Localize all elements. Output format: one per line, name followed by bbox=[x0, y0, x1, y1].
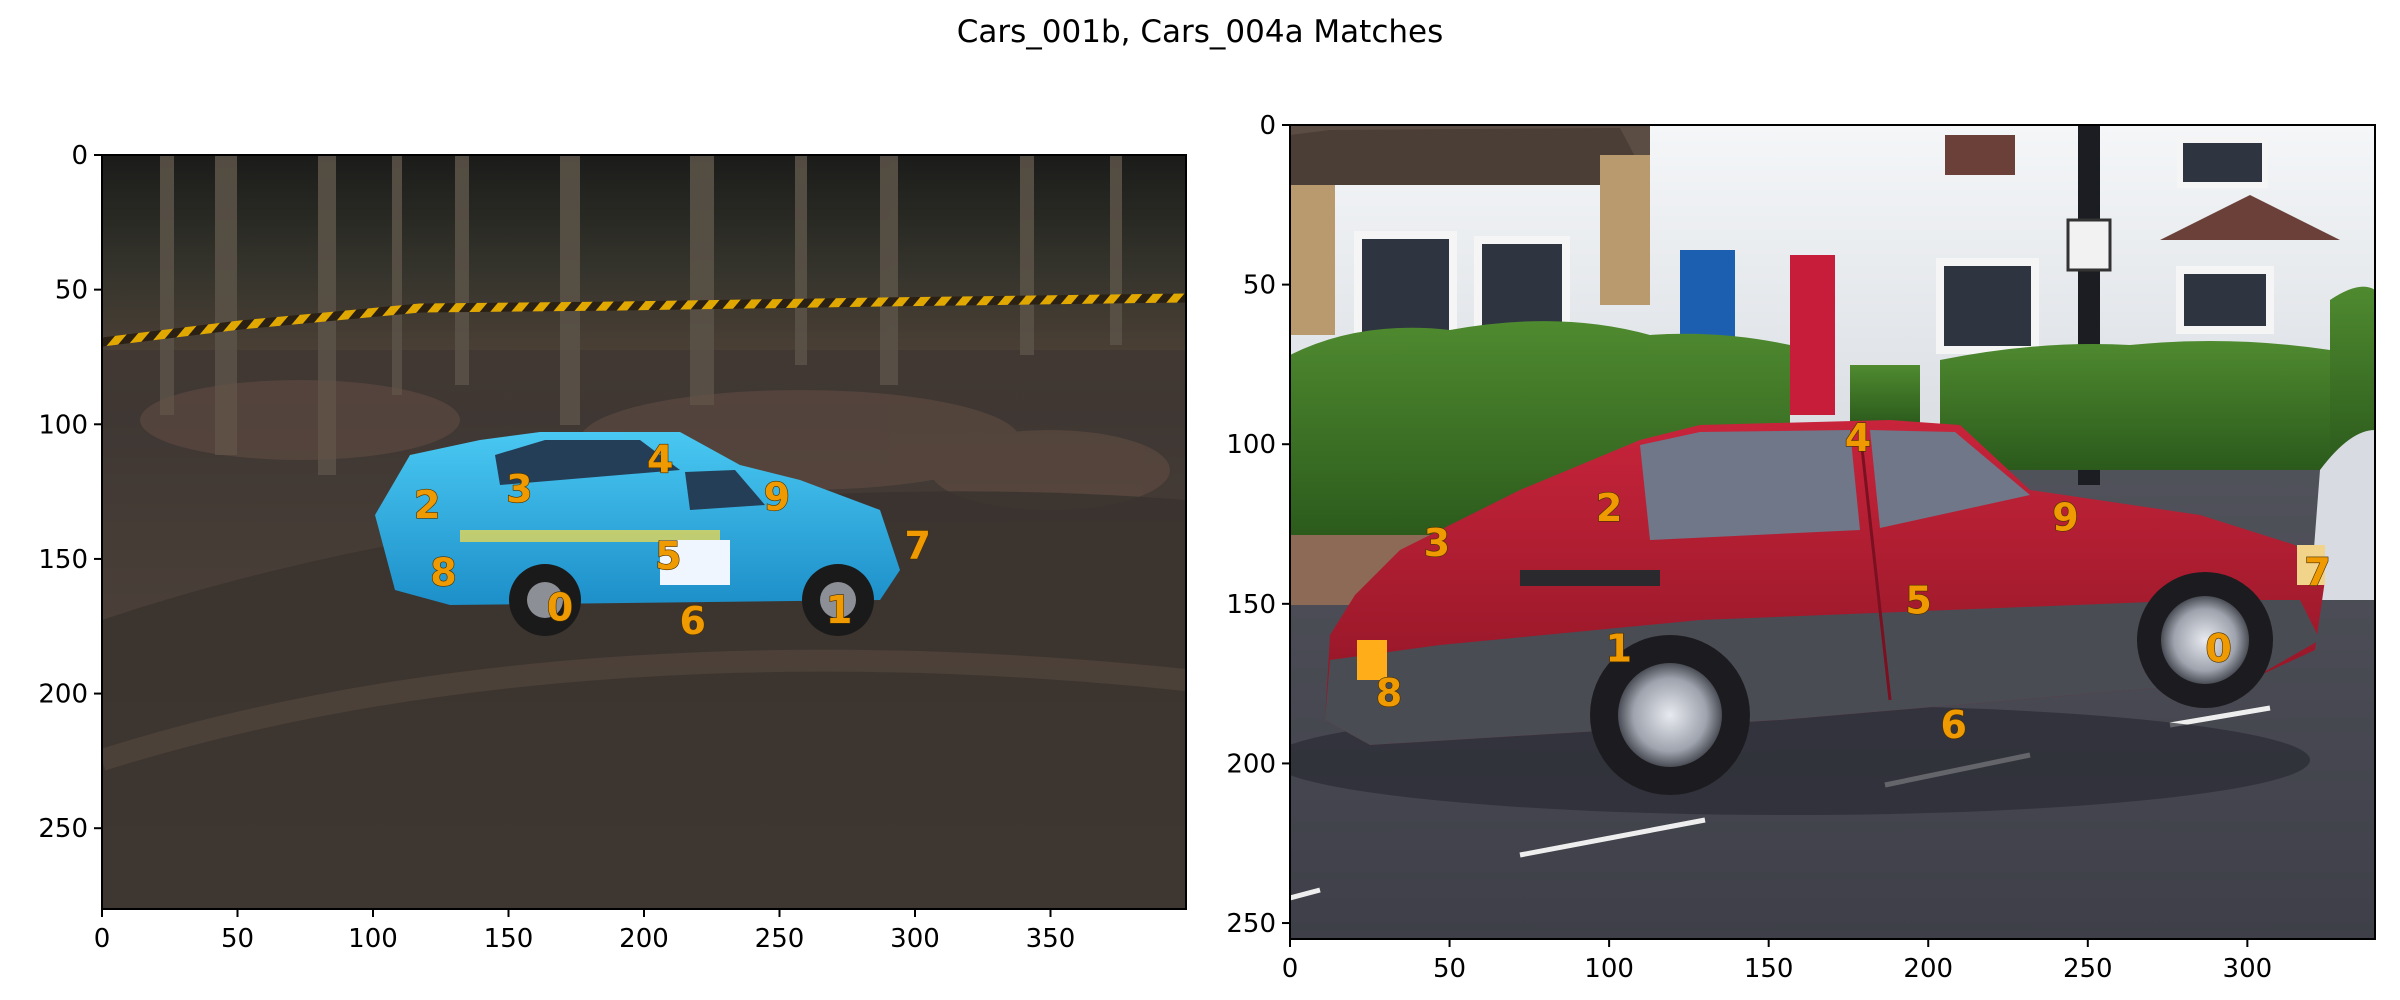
keypoint-label: 7 bbox=[904, 523, 930, 567]
y-tick-label: 200 bbox=[1226, 749, 1276, 779]
x-tick-label: 250 bbox=[2063, 954, 2113, 984]
keypoint-label: 6 bbox=[1941, 703, 1967, 747]
keypoint-label: 6 bbox=[680, 599, 706, 643]
keypoint-label: 3 bbox=[506, 467, 532, 511]
x-tick-label: 200 bbox=[619, 924, 669, 954]
keypoint-label: 0 bbox=[547, 585, 573, 629]
right-x-axis-ticks: 0 50 100 150 200 250 300 bbox=[1282, 939, 2272, 984]
x-tick-label: 300 bbox=[890, 924, 940, 954]
red-saab-car bbox=[1325, 420, 2325, 795]
y-tick-label: 100 bbox=[38, 410, 88, 440]
left-image-panel: 0 50 100 150 200 250 300 350 0 50 100 150 200 250 0 1… bbox=[38, 141, 1187, 954]
keypoint-label: 2 bbox=[414, 483, 440, 527]
y-tick-label: 100 bbox=[1226, 430, 1276, 460]
y-tick-label: 0 bbox=[71, 141, 88, 171]
keypoint-label: 4 bbox=[1845, 416, 1871, 460]
y-tick-label: 150 bbox=[38, 545, 88, 575]
x-tick-label: 150 bbox=[1744, 954, 1794, 984]
keypoint-label: 1 bbox=[826, 588, 852, 632]
x-tick-label: 100 bbox=[348, 924, 398, 954]
y-tick-label: 250 bbox=[1226, 909, 1276, 939]
left-keypoints: 0 1 2 3 4 5 6 7 8 9 bbox=[413, 437, 931, 644]
keypoint-label: 4 bbox=[647, 437, 673, 481]
x-tick-label: 50 bbox=[221, 924, 254, 954]
figure-title: Cars_001b, Cars_004a Matches bbox=[956, 14, 1444, 50]
right-photo bbox=[1290, 125, 2375, 939]
keypoint-label: 1 bbox=[1605, 627, 1631, 671]
x-tick-label: 300 bbox=[2223, 954, 2273, 984]
keypoint-label: 7 bbox=[2304, 550, 2330, 594]
y-tick-label: 250 bbox=[38, 814, 88, 844]
keypoint-label: 9 bbox=[2052, 496, 2078, 540]
right-image-panel: 0 50 100 150 200 250 300 0 50 100 150 200 250 0 1 2 3 4… bbox=[1226, 111, 2376, 984]
keypoint-label: 5 bbox=[1905, 579, 1931, 623]
y-tick-label: 200 bbox=[38, 680, 88, 710]
keypoint-label: 0 bbox=[2205, 627, 2231, 671]
keypoint-label: 2 bbox=[1596, 486, 1622, 530]
right-keypoints: 0 1 2 3 4 5 6 7 8 9 bbox=[1375, 415, 2331, 747]
x-tick-label: 100 bbox=[1584, 954, 1634, 984]
y-tick-label: 50 bbox=[1243, 271, 1276, 301]
left-y-axis-ticks: 0 50 100 150 200 250 bbox=[38, 141, 102, 844]
x-tick-label: 50 bbox=[1433, 954, 1466, 984]
y-tick-label: 150 bbox=[1226, 590, 1276, 620]
keypoint-label: 5 bbox=[655, 534, 681, 578]
right-y-axis-ticks: 0 50 100 150 200 250 bbox=[1226, 111, 1290, 939]
left-photo bbox=[102, 155, 1186, 909]
x-tick-label: 0 bbox=[94, 924, 111, 954]
rally-car bbox=[375, 432, 900, 636]
y-tick-label: 50 bbox=[55, 276, 88, 306]
left-x-axis-ticks: 0 50 100 150 200 250 300 350 bbox=[94, 909, 1076, 954]
keypoint-label: 3 bbox=[1424, 521, 1450, 565]
x-tick-label: 150 bbox=[484, 924, 534, 954]
keypoint-label: 9 bbox=[764, 475, 790, 519]
keypoint-label: 8 bbox=[430, 550, 456, 594]
x-tick-label: 0 bbox=[1282, 954, 1299, 984]
keypoint-label: 8 bbox=[1376, 671, 1402, 715]
x-tick-label: 250 bbox=[755, 924, 805, 954]
y-tick-label: 0 bbox=[1259, 111, 1276, 141]
x-tick-label: 200 bbox=[1903, 954, 1953, 984]
x-tick-label: 350 bbox=[1026, 924, 1076, 954]
